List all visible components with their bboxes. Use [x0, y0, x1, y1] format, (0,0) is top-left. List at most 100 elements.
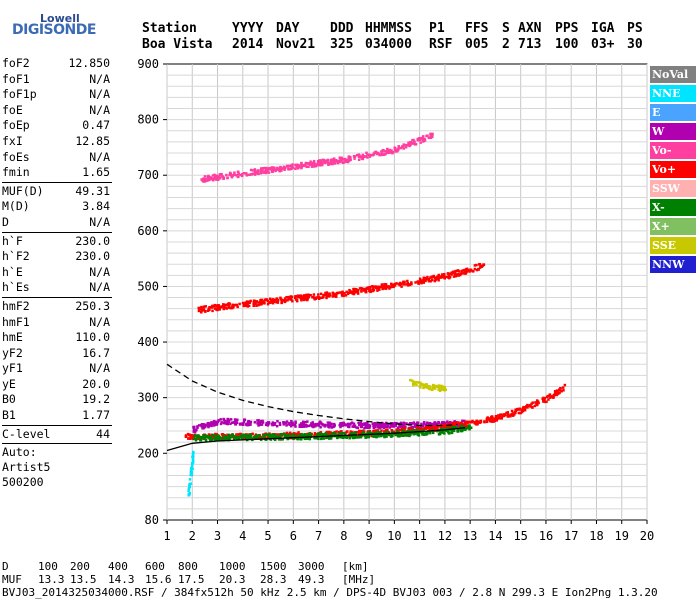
echo-point: [366, 432, 369, 435]
echo-point: [360, 157, 364, 160]
echo-point: [213, 438, 217, 441]
echo-point: [237, 172, 240, 176]
echo-point: [203, 437, 206, 441]
echo-point: [359, 421, 363, 425]
echo-point: [338, 431, 342, 435]
echo-point: [317, 297, 321, 301]
echo-point: [247, 435, 250, 438]
legend-entry-x: X-: [650, 199, 696, 216]
echo-point: [323, 293, 327, 297]
echo-point: [329, 423, 333, 426]
echo-point: [406, 430, 409, 433]
echo-point: [355, 153, 359, 157]
parameter-value: 250.3: [75, 298, 110, 313]
echo-point: [420, 422, 423, 426]
echo-point: [322, 158, 326, 162]
echo-point: [214, 434, 218, 438]
echo-point: [427, 426, 430, 429]
echo-point: [437, 279, 440, 282]
echo-point: [340, 160, 343, 163]
echo-point: [437, 384, 441, 388]
echo-point: [302, 164, 305, 167]
echo-point: [346, 292, 350, 296]
plot-frame: [166, 63, 648, 521]
echo-point: [302, 298, 306, 302]
echo-point: [360, 429, 364, 433]
echo-point: [376, 429, 380, 432]
echo-point: [300, 297, 304, 301]
echo-point: [439, 384, 443, 388]
echo-point: [451, 423, 454, 427]
echo-point: [447, 276, 450, 279]
echo-point: [239, 434, 243, 438]
echo-point: [452, 429, 456, 432]
echo-point: [419, 386, 422, 389]
echo-point: [215, 174, 218, 178]
echo-point: [235, 433, 238, 436]
echo-point: [384, 152, 387, 156]
echo-point: [212, 419, 216, 423]
echo-point: [237, 437, 241, 441]
echo-point: [446, 420, 449, 423]
echo-point: [460, 424, 463, 428]
footer-row-value: 13.3: [38, 573, 65, 586]
echo-point: [245, 303, 248, 307]
echo-point: [280, 301, 283, 305]
echo-point: [531, 405, 534, 409]
echo-point: [224, 421, 228, 425]
echo-point: [407, 141, 410, 145]
echo-point: [429, 426, 433, 430]
header-label-8: AXN: [518, 21, 542, 36]
echo-point: [187, 437, 191, 440]
echo-point: [272, 300, 276, 303]
parameter-value: 49.31: [75, 183, 110, 198]
echo-point: [454, 269, 458, 273]
echo-point: [450, 271, 453, 274]
echo-point: [527, 404, 531, 407]
echo-point: [432, 425, 436, 429]
echo-point: [404, 425, 407, 429]
echo-point: [432, 386, 436, 389]
echo-point: [429, 133, 432, 136]
echo-point: [204, 177, 207, 181]
parameter-value: N/A: [89, 361, 110, 376]
echo-point: [414, 281, 417, 284]
echo-point: [426, 432, 429, 435]
echo-point: [448, 425, 452, 428]
echo-point: [402, 143, 405, 147]
y-tick-label: 600: [137, 224, 159, 238]
echo-point: [294, 167, 297, 171]
trace-sse: [409, 378, 448, 393]
x-tick-label: 6: [290, 529, 297, 543]
echo-point: [427, 279, 431, 283]
echo-point: [391, 150, 394, 154]
echo-point: [259, 169, 262, 172]
echo-point: [511, 413, 514, 417]
echo-point: [344, 294, 348, 297]
x-tick-label: 2: [189, 529, 196, 543]
echo-point: [392, 283, 395, 287]
parameter-row: h`Es N/A: [2, 280, 112, 296]
echo-point: [319, 426, 322, 429]
echo-point: [190, 436, 193, 439]
echo-point: [459, 272, 463, 276]
echo-point: [450, 425, 453, 428]
echo-point: [259, 171, 263, 175]
echo-point: [475, 263, 478, 267]
echo-point: [371, 285, 375, 288]
echo-point: [246, 302, 249, 305]
echo-point: [329, 437, 333, 440]
echo-point: [225, 173, 228, 177]
echo-point: [231, 303, 234, 307]
echo-point: [429, 136, 433, 139]
echo-point: [270, 300, 274, 304]
echo-point: [245, 434, 248, 437]
echo-point: [333, 431, 336, 434]
echo-point: [298, 434, 301, 438]
echo-point: [431, 132, 434, 136]
echo-point: [216, 437, 219, 440]
echo-point: [514, 411, 517, 415]
echo-point: [329, 162, 333, 166]
echo-point: [280, 169, 283, 172]
echo-point: [434, 384, 438, 388]
